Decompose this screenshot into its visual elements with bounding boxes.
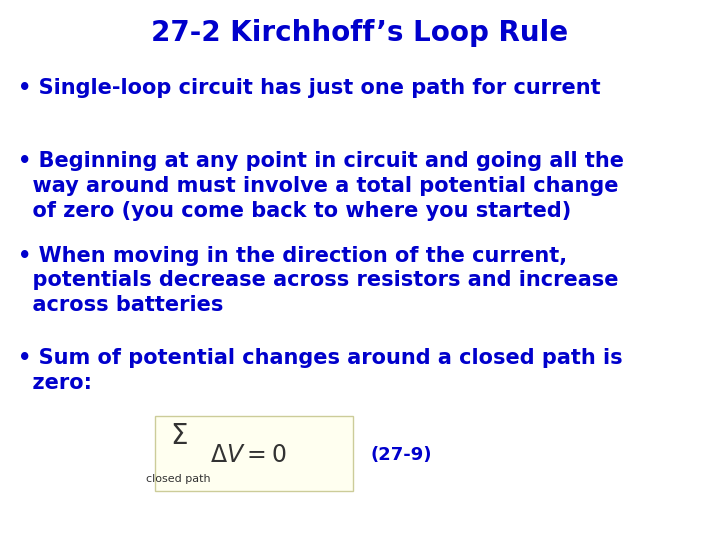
Text: • Single-loop circuit has just one path for current: • Single-loop circuit has just one path … <box>18 78 600 98</box>
FancyBboxPatch shape <box>155 416 353 491</box>
Text: • Beginning at any point in circuit and going all the
  way around must involve : • Beginning at any point in circuit and … <box>18 151 624 221</box>
Text: closed path: closed path <box>146 474 211 484</box>
Text: $\Sigma$: $\Sigma$ <box>170 422 187 450</box>
Text: • When moving in the direction of the current,
  potentials decrease across resi: • When moving in the direction of the cu… <box>18 246 618 315</box>
Text: $\Delta V = 0$: $\Delta V = 0$ <box>210 443 287 467</box>
Text: • Sum of potential changes around a closed path is
  zero:: • Sum of potential changes around a clos… <box>18 348 623 393</box>
Text: 27-2 Kirchhoff’s Loop Rule: 27-2 Kirchhoff’s Loop Rule <box>151 19 569 47</box>
Text: (27-9): (27-9) <box>371 446 432 464</box>
